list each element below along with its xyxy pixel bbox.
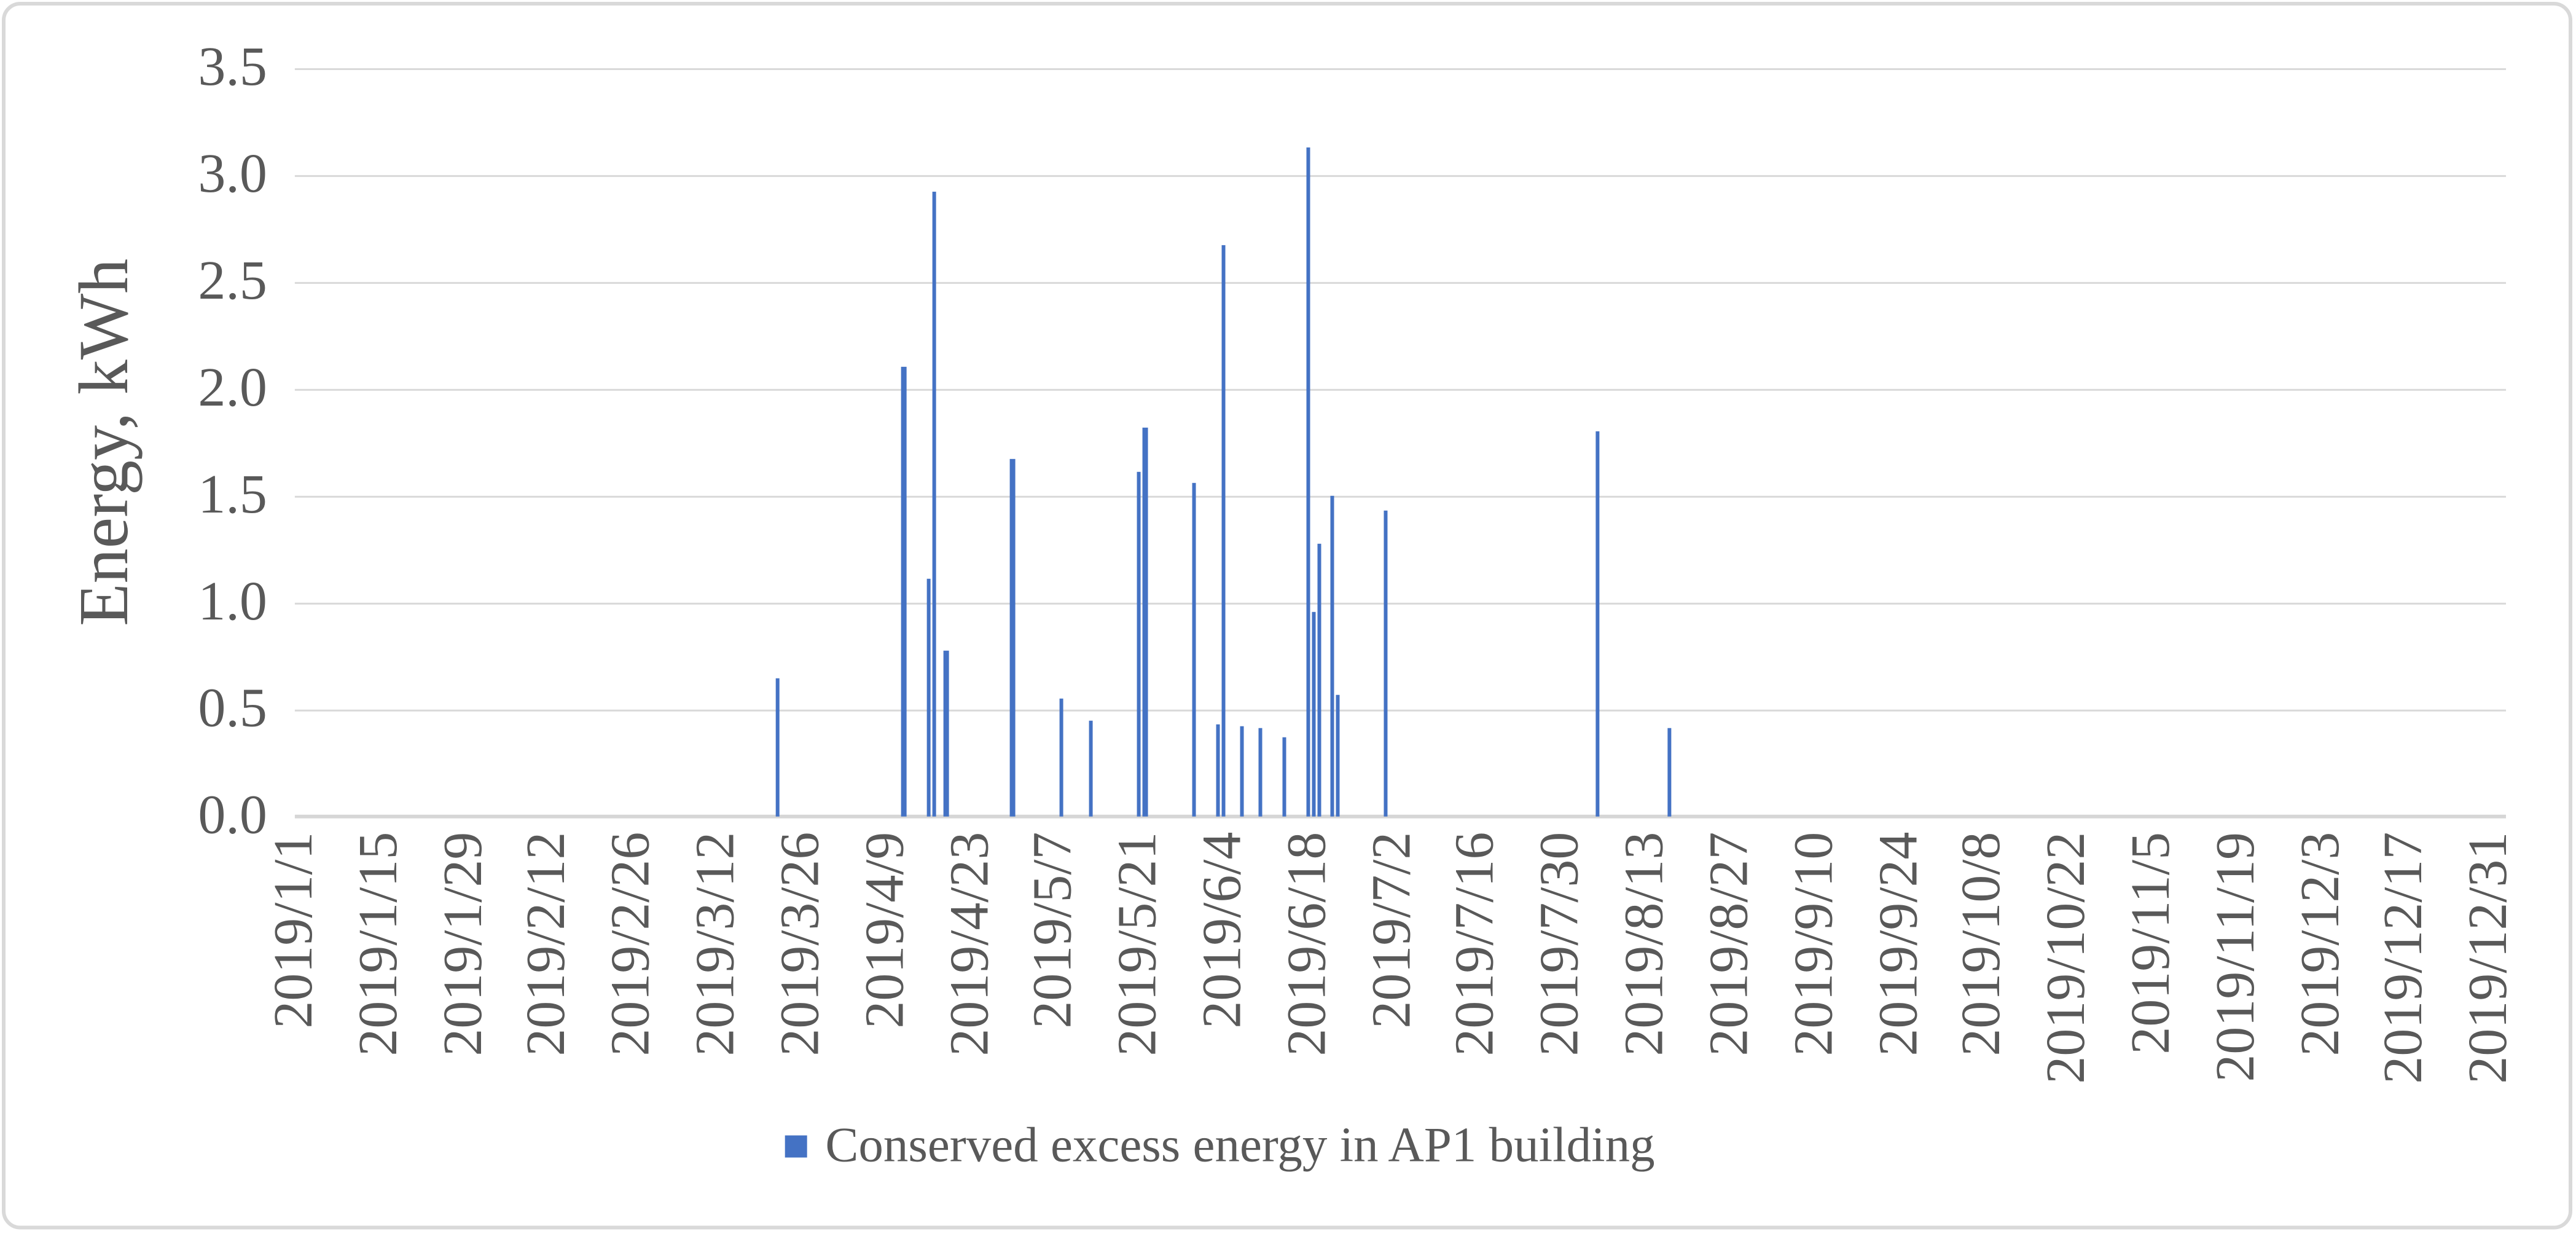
bar: [1312, 611, 1317, 817]
gridline: [294, 602, 2507, 604]
bar: [1384, 511, 1388, 817]
bar: [926, 579, 930, 817]
x-tick-label: 2019/1/29: [432, 831, 493, 1056]
bar: [1667, 729, 1672, 817]
x-tick-label: 2019/4/9: [854, 831, 915, 1028]
x-tick-label: 2019/4/23: [939, 831, 1000, 1056]
x-tick-label: 2019/7/2: [1361, 831, 1422, 1028]
bar: [932, 192, 936, 817]
legend-label: Conserved excess energy in AP1 building: [825, 1117, 1655, 1173]
gridline: [294, 67, 2507, 69]
bar: [1336, 694, 1341, 817]
gridline: [294, 281, 2507, 283]
x-tick-label: 2019/11/19: [2205, 831, 2266, 1082]
gridline: [294, 174, 2507, 176]
x-tick-label: 2019/6/18: [1276, 831, 1337, 1056]
gridline: [294, 495, 2507, 497]
x-tick-label: 2019/6/4: [1192, 831, 1253, 1028]
plot-area: [294, 67, 2507, 819]
x-tick-label: 2019/5/21: [1108, 831, 1169, 1056]
bar: [1282, 737, 1286, 817]
x-tick-label: 2019/12/17: [2374, 831, 2435, 1083]
y-tick-label: 2.5: [198, 250, 267, 312]
x-tick-label: 2019/9/24: [1867, 831, 1928, 1056]
gridline: [294, 709, 2507, 711]
bar: [1143, 427, 1148, 817]
y-tick-label: 1.0: [198, 571, 267, 632]
x-tick-label: 2019/7/30: [1530, 831, 1591, 1056]
x-tick-label: 2019/3/12: [685, 831, 746, 1056]
x-tick-label: 2019/10/8: [1952, 831, 2013, 1056]
y-tick-label: 1.5: [198, 464, 267, 525]
x-tick-label: 2019/11/5: [2121, 831, 2182, 1054]
bar: [1191, 482, 1196, 817]
x-axis-line: [294, 814, 2507, 819]
bar: [1306, 147, 1310, 817]
x-tick-label: 2019/7/16: [1445, 831, 1506, 1056]
bar: [901, 367, 906, 817]
bar: [1221, 245, 1226, 817]
x-axis-tick-labels: 2019/1/1 2019/1/15 2019/1/29 2019/2/12 2019/…: [264, 831, 2524, 1099]
x-tick-label: 2019/1/15: [348, 831, 409, 1056]
bar: [1318, 543, 1322, 817]
bar: [1595, 431, 1600, 817]
legend-marker-icon: [785, 1134, 807, 1157]
bar: [1089, 720, 1093, 817]
legend: Conserved excess energy in AP1 building: [0, 1117, 2508, 1174]
y-tick-label: 0.0: [198, 785, 267, 846]
x-tick-label: 2019/5/7: [1023, 831, 1084, 1028]
bar: [1059, 699, 1063, 817]
y-tick-label: 3.0: [198, 143, 267, 205]
y-tick-label: 3.5: [198, 36, 267, 98]
bar: [1010, 459, 1015, 817]
x-tick-label: 2019/9/10: [1783, 831, 1844, 1056]
x-tick-label: 2019/2/26: [601, 831, 662, 1056]
bar: [1215, 725, 1219, 817]
x-tick-label: 2019/8/27: [1699, 831, 1760, 1056]
y-axis-tick-labels: 0.0 0.5 1.0 1.5 2.0 2.5 3.0 3.5: [157, 37, 267, 846]
x-tick-label: 2019/12/3: [2289, 831, 2351, 1056]
bar: [944, 650, 949, 817]
bar: [1329, 495, 1334, 817]
y-axis-title: Energy, kWh: [66, 258, 144, 626]
bar: [1239, 726, 1244, 817]
y-tick-label: 2.0: [198, 357, 267, 419]
x-tick-label: 2019/1/1: [263, 831, 324, 1028]
x-tick-label: 2019/10/22: [2036, 831, 2097, 1083]
x-tick-label: 2019/8/13: [1614, 831, 1675, 1056]
x-tick-label: 2019/3/26: [770, 831, 831, 1056]
bar: [1258, 729, 1262, 817]
bar: [775, 677, 780, 817]
y-tick-label: 0.5: [198, 678, 267, 739]
gridline: [294, 388, 2507, 390]
x-tick-label: 2019/12/31: [2458, 831, 2519, 1083]
x-tick-label: 2019/2/12: [517, 831, 578, 1056]
bar: [1137, 472, 1141, 817]
